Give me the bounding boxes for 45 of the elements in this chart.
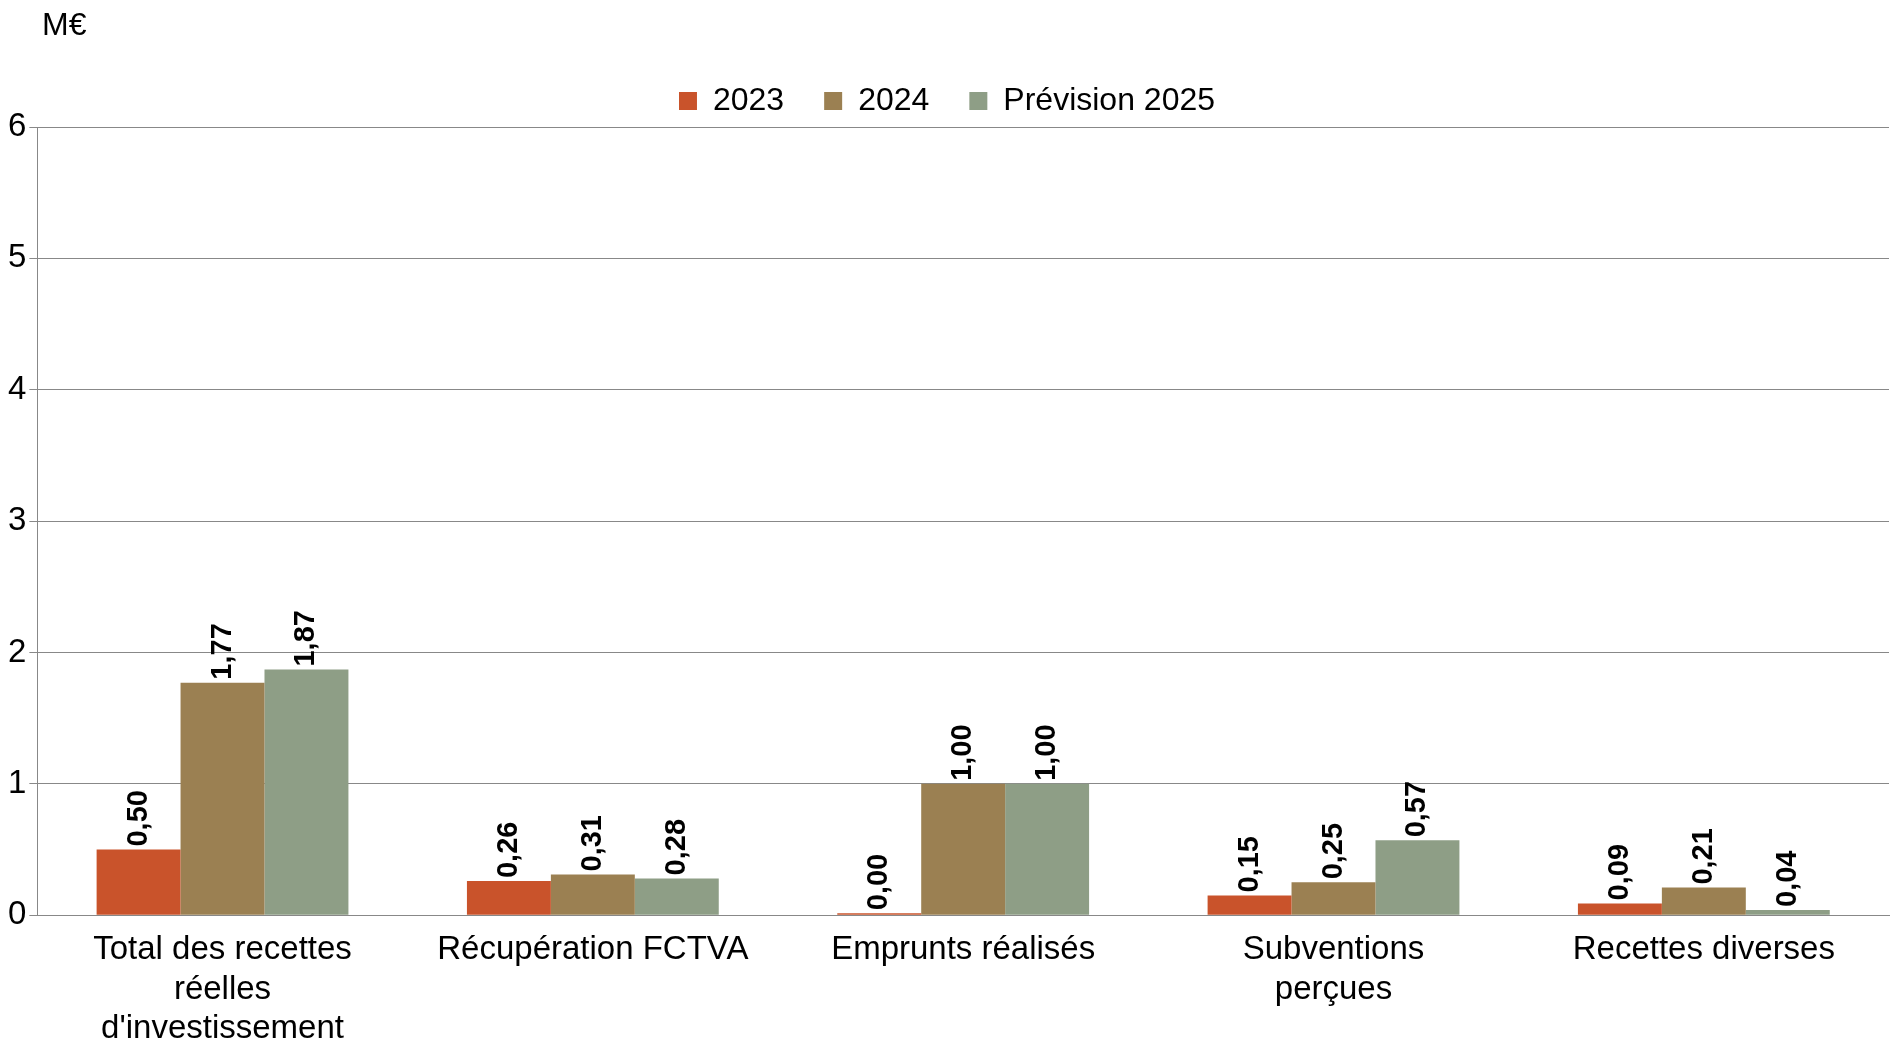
x-tick-label: Recettes diverses <box>1572 929 1835 967</box>
bar <box>1291 882 1376 915</box>
bar <box>921 783 1006 915</box>
data-label: 0,31 <box>574 815 607 872</box>
bar <box>1745 909 1830 915</box>
x-tick-label: Subventions perçues <box>1242 929 1425 1006</box>
y-tick-label: 1 <box>7 762 27 800</box>
data-label: 0,25 <box>1315 822 1348 880</box>
bar <box>264 669 349 915</box>
data-label: 1,00 <box>1029 724 1062 781</box>
data-label: 0,04 <box>1769 850 1802 907</box>
y-tick-label: 2 <box>7 631 27 669</box>
x-tick-label: Emprunts réalisés <box>831 929 1096 967</box>
bar <box>1005 783 1090 915</box>
bar <box>634 878 719 915</box>
bar <box>466 881 551 915</box>
y-tick-label: 3 <box>7 500 27 538</box>
data-label: 1,00 <box>945 724 978 781</box>
data-label: 1,87 <box>288 610 321 667</box>
data-label: 0,00 <box>861 853 894 911</box>
data-label: 0,26 <box>490 821 523 879</box>
bar <box>1207 895 1292 915</box>
data-label: 0,09 <box>1601 843 1634 901</box>
data-label: 0,21 <box>1685 828 1718 885</box>
data-label: 0,15 <box>1231 836 1264 893</box>
y-tick-label: 6 <box>7 106 27 144</box>
data-label: 0,50 <box>120 790 153 847</box>
y-tick-label: 4 <box>7 368 27 406</box>
bar <box>1577 903 1662 915</box>
bar <box>96 849 181 915</box>
data-label: 0,28 <box>658 818 691 876</box>
bar <box>550 874 635 915</box>
y-tick-label: 0 <box>7 894 27 932</box>
data-label: 1,77 <box>204 623 237 680</box>
legend-label: Prévision 2025 <box>1003 80 1216 117</box>
x-tick-label: Récupération FCTVA <box>437 929 749 967</box>
y-tick-label: 5 <box>7 237 27 275</box>
legend-label: 2024 <box>858 80 930 117</box>
bar <box>180 682 265 915</box>
y-axis-title: M€ <box>42 5 87 42</box>
data-label: 0,57 <box>1399 780 1432 838</box>
bar <box>1661 887 1746 915</box>
bar <box>1375 840 1460 915</box>
x-tick-label: Total des recettes réelles d'investissement <box>93 929 352 1046</box>
legend-label: 2023 <box>712 80 785 117</box>
